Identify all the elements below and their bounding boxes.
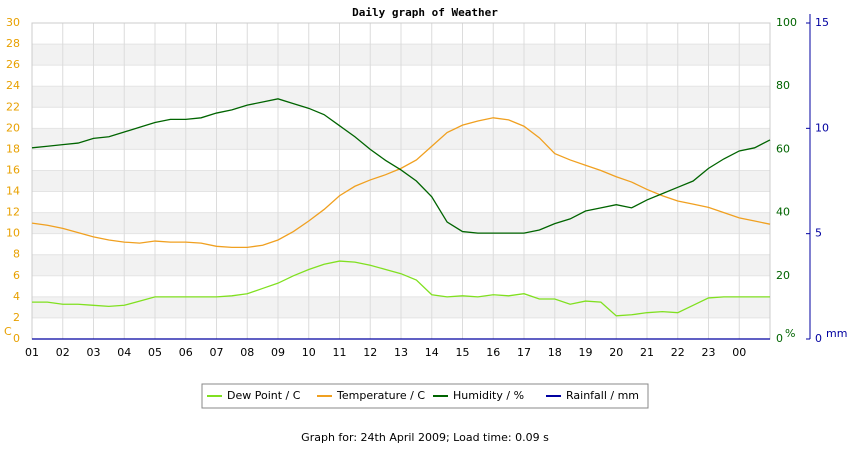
legend-label: Temperature / C <box>336 389 425 402</box>
y2-unit: % <box>785 327 795 340</box>
x-tick-label: 22 <box>671 346 685 359</box>
chart-title: Daily graph of Weather <box>352 6 498 19</box>
y-tick-label: 8 <box>13 248 20 261</box>
y2-tick-label: 80 <box>776 79 790 92</box>
y3-tick-label: 10 <box>815 121 829 134</box>
y-tick-label: 12 <box>6 206 20 219</box>
x-tick-label: 12 <box>363 346 377 359</box>
x-tick-label: 20 <box>609 346 623 359</box>
y-tick-label: 28 <box>6 37 20 50</box>
x-tick-label: 11 <box>333 346 347 359</box>
x-tick-label: 13 <box>394 346 408 359</box>
legend-label: Rainfall / mm <box>566 389 639 402</box>
y-tick-label: 14 <box>6 185 20 198</box>
y-tick-label: 6 <box>13 269 20 282</box>
x-tick-label: 15 <box>456 346 470 359</box>
y-tick-label: 24 <box>6 79 20 92</box>
x-tick-label: 03 <box>87 346 101 359</box>
x-tick-label: 16 <box>486 346 500 359</box>
x-tick-label: 00 <box>732 346 746 359</box>
legend-label: Humidity / % <box>453 389 524 402</box>
y-tick-label: 20 <box>6 121 20 134</box>
y-tick-label: 26 <box>6 58 20 71</box>
y3-tick-label: 15 <box>815 16 829 29</box>
legend-label: Dew Point / C <box>227 389 301 402</box>
y2-tick-label: 60 <box>776 142 790 155</box>
x-tick-label: 07 <box>210 346 224 359</box>
y3-unit: mm <box>826 327 847 340</box>
x-tick-label: 02 <box>56 346 70 359</box>
y3-tick-label: 0 <box>815 332 822 345</box>
x-tick-label: 09 <box>271 346 285 359</box>
y-tick-label: 18 <box>6 142 20 155</box>
y-tick-label: 2 <box>13 311 20 324</box>
y-tick-label: 0 <box>13 332 20 345</box>
y2-tick-label: 40 <box>776 206 790 219</box>
y-tick-label: 16 <box>6 163 20 176</box>
y-tick-label: 30 <box>6 16 20 29</box>
x-tick-label: 01 <box>25 346 39 359</box>
x-tick-label: 10 <box>302 346 316 359</box>
x-tick-label: 23 <box>702 346 716 359</box>
y-tick-label: 22 <box>6 100 20 113</box>
y2-tick-label: 20 <box>776 269 790 282</box>
legend-box <box>201 383 649 409</box>
x-tick-label: 19 <box>579 346 593 359</box>
y-tick-label: 10 <box>6 227 20 240</box>
x-tick-label: 08 <box>240 346 254 359</box>
series-line <box>31 117 771 249</box>
x-tick-label: 05 <box>148 346 162 359</box>
x-tick-label: 04 <box>117 346 131 359</box>
y-unit: C <box>4 325 12 338</box>
y-tick-label: 4 <box>13 290 20 303</box>
x-tick-label: 14 <box>425 346 439 359</box>
y2-tick-label: 100 <box>776 16 797 29</box>
y3-tick-label: 5 <box>815 227 822 240</box>
y2-tick-label: 0 <box>776 332 783 345</box>
x-tick-label: 06 <box>179 346 193 359</box>
footer: Graph for: 24th April 2009; Load time: 0… <box>301 431 549 444</box>
series-line <box>32 260 770 317</box>
x-tick-label: 18 <box>548 346 562 359</box>
series-line <box>31 98 771 234</box>
x-tick-label: 17 <box>517 346 531 359</box>
x-tick-label: 21 <box>640 346 654 359</box>
